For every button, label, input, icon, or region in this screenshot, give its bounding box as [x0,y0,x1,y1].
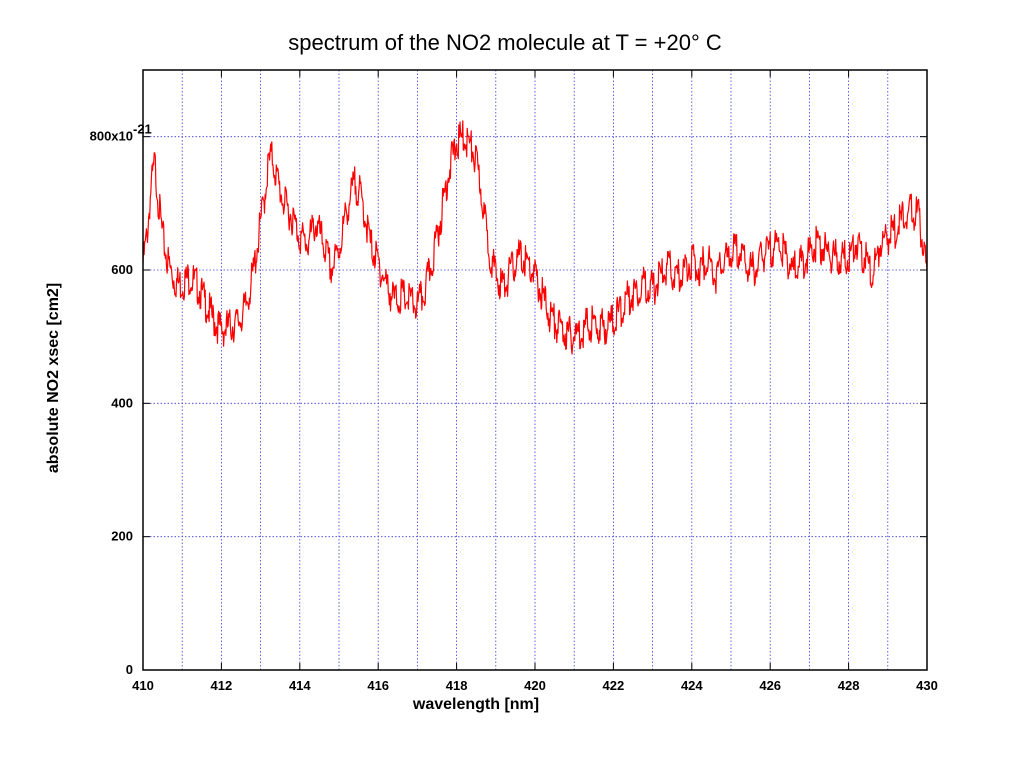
y-axis-label: absolute NO2 xsec [cm2] [45,283,62,473]
y-tick-label: 200 [111,529,133,544]
x-tick-labels: 410 412 414 416 418 420 422 424 426 428 430 [132,678,938,693]
y-tick-labels: 0 200 400 600 800x10 -21 [90,122,152,677]
axis-ticks [142,70,928,671]
series-line [142,120,928,355]
x-tick-label: 414 [289,678,311,693]
y-tick-label: 400 [111,395,133,410]
x-tick-label: 422 [603,678,625,693]
x-tick-label: 418 [446,678,468,693]
x-tick-label: 412 [211,678,233,693]
x-tick-label: 410 [132,678,154,693]
x-tick-label: 420 [524,678,546,693]
x-tick-label: 430 [916,678,938,693]
x-axis-label: wavelength [nm] [412,696,539,713]
plot-frame [142,69,928,671]
grid [143,70,927,670]
y-tick-label: 0 [126,662,133,677]
x-tick-label: 428 [838,678,860,693]
x-tick-label: 416 [367,678,389,693]
y-tick-label: 600 [111,262,133,277]
y-exponent-label: -21 [133,122,152,137]
x-tick-label: 424 [681,678,703,693]
chart-title: spectrum of the NO2 molecule at T = +20°… [288,30,722,55]
x-tick-label: 426 [759,678,781,693]
y-tick-label: 800x10 [90,129,133,144]
